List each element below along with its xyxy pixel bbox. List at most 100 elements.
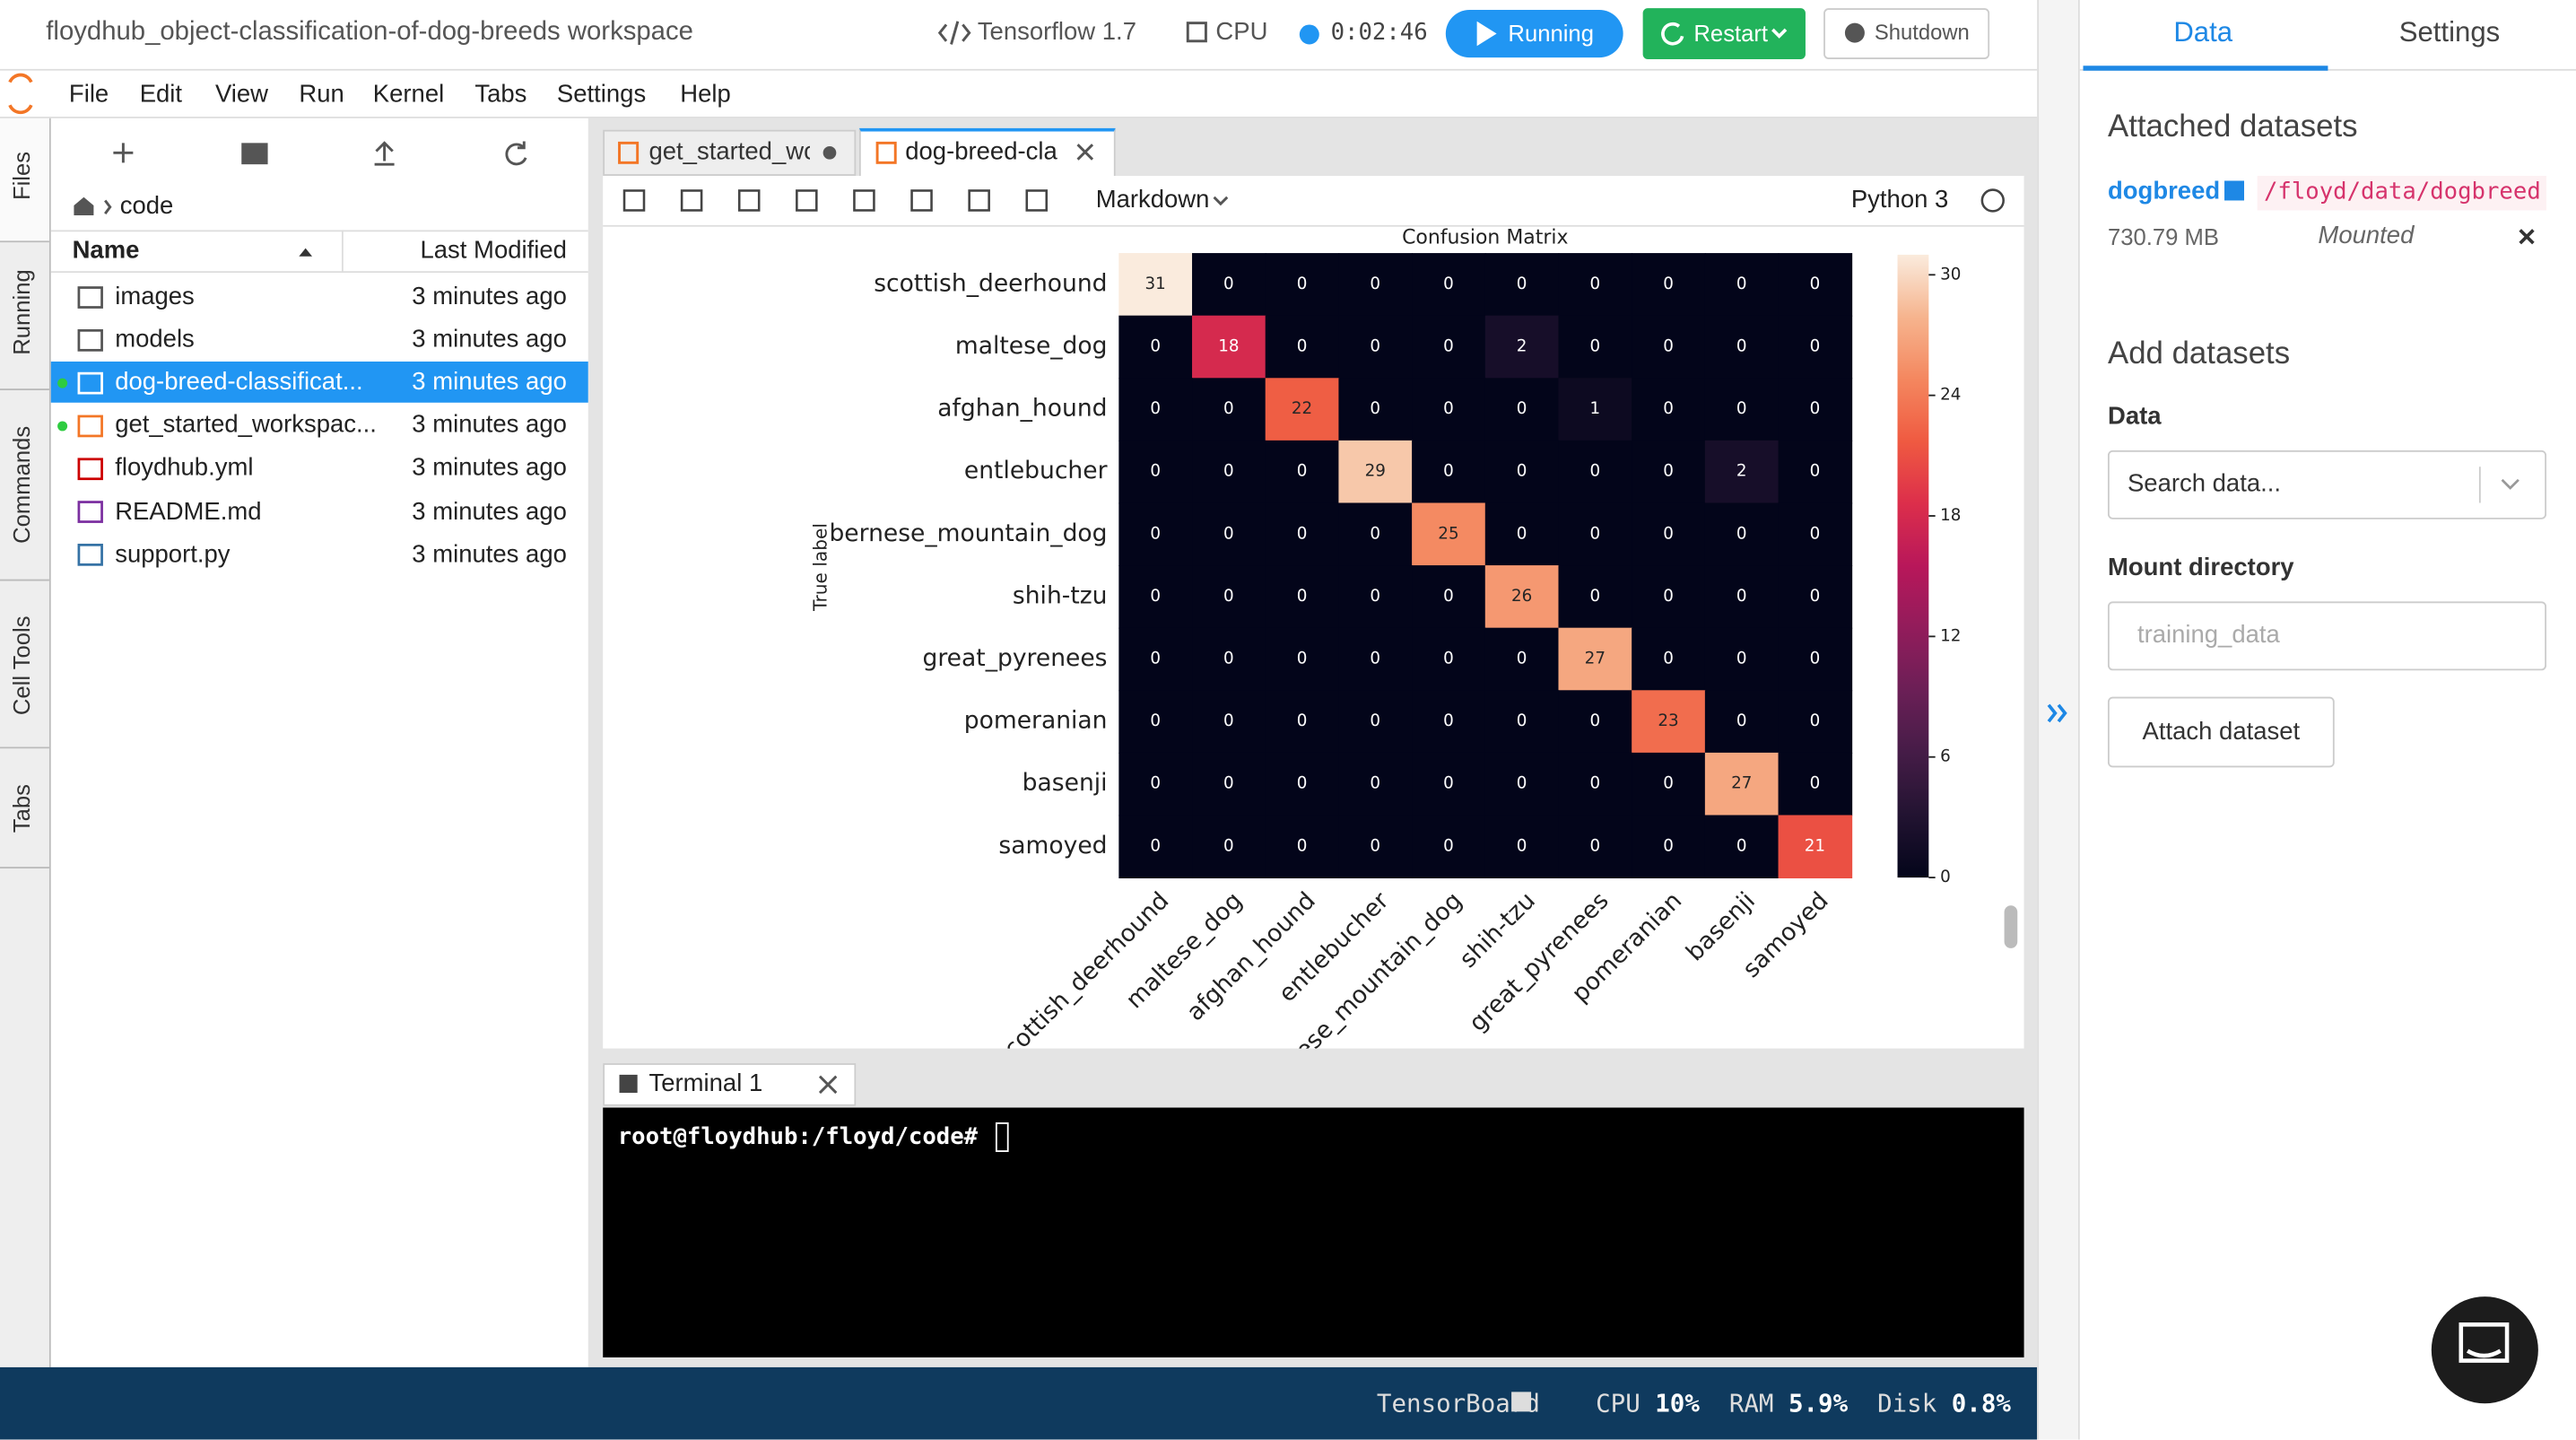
menu-item[interactable]: Run bbox=[299, 80, 344, 109]
menu-bar bbox=[0, 70, 2038, 118]
file-name[interactable]: models bbox=[115, 325, 195, 353]
file-name[interactable]: README.md bbox=[115, 497, 262, 526]
kernel-name: Python 3 bbox=[1850, 185, 1949, 214]
file-name[interactable]: support.py bbox=[115, 539, 231, 568]
mount-input[interactable] bbox=[2107, 601, 2547, 671]
file-name[interactable]: get_started_workspac... bbox=[115, 411, 377, 440]
heatmap-cell bbox=[1192, 253, 1266, 317]
cell-value: 0 bbox=[1150, 649, 1161, 668]
cell-type[interactable]: Markdown bbox=[1095, 185, 1210, 214]
heatmap-cell bbox=[1412, 627, 1486, 692]
file-modified[interactable]: 3 minutes ago bbox=[412, 411, 567, 440]
cell-value: 0 bbox=[1370, 336, 1380, 355]
attach-label[interactable]: Attach dataset bbox=[2142, 718, 2301, 746]
heatmap-cell bbox=[1412, 690, 1486, 754]
dataset-name[interactable]: dogbreed bbox=[2107, 177, 2221, 205]
file-name[interactable]: images bbox=[115, 283, 195, 311]
menu-item[interactable]: Settings bbox=[556, 80, 647, 109]
heatmap-cell bbox=[1632, 315, 1706, 380]
heatmap-cell bbox=[1118, 315, 1193, 380]
mount-placeholder[interactable]: training_data bbox=[2137, 621, 2280, 650]
timer: 0:02:46 bbox=[1330, 19, 1428, 47]
heatmap-cell bbox=[1338, 253, 1414, 317]
cell-value: 0 bbox=[1297, 836, 1308, 855]
heatmap-cell bbox=[1412, 378, 1486, 441]
environment: Tensorflow 1.7 bbox=[977, 18, 1136, 47]
heatmap-cell bbox=[1265, 253, 1340, 317]
panel-tab[interactable]: Settings bbox=[2398, 16, 2501, 48]
heatmap-cell bbox=[1118, 502, 1193, 566]
side-tab[interactable]: Running bbox=[8, 269, 35, 355]
notebook-tab-label[interactable]: get_started_wc bbox=[648, 137, 810, 166]
file-modified[interactable]: 3 minutes ago bbox=[412, 454, 567, 483]
terminal-tab[interactable] bbox=[603, 1063, 857, 1106]
file-row-selected[interactable] bbox=[50, 361, 588, 403]
side-tab[interactable]: Commands bbox=[8, 425, 35, 544]
side-tab[interactable]: Tabs bbox=[8, 784, 35, 833]
cell-value: 0 bbox=[1663, 399, 1674, 418]
menu-item[interactable]: Edit bbox=[139, 80, 183, 109]
file-modified[interactable]: 3 minutes ago bbox=[412, 497, 567, 526]
cell-value: 0 bbox=[1370, 399, 1380, 418]
side-tab[interactable]: Files bbox=[8, 151, 35, 201]
file-modified[interactable]: 3 minutes ago bbox=[412, 368, 567, 397]
heatmap-cell bbox=[1632, 440, 1706, 504]
restart-label[interactable]: Restart bbox=[1693, 19, 1769, 47]
heatmap-cell bbox=[1558, 690, 1633, 754]
heatmap-cell bbox=[1632, 815, 1706, 879]
cell-value: 0 bbox=[1663, 774, 1674, 793]
running-button[interactable] bbox=[1445, 9, 1623, 58]
heatmap-cell bbox=[1778, 815, 1853, 879]
file-name[interactable]: floydhub.yml bbox=[115, 454, 254, 483]
breadcrumb: code bbox=[119, 192, 174, 221]
running-label[interactable]: Running bbox=[1508, 19, 1594, 47]
search-box[interactable] bbox=[2107, 449, 2547, 519]
file-name[interactable]: dog-breed-classificat... bbox=[115, 368, 363, 397]
heatmap-cell bbox=[1778, 440, 1853, 504]
attach-button[interactable] bbox=[2107, 696, 2335, 768]
status-item[interactable]: TensorBoard bbox=[1377, 1387, 1566, 1420]
file-modified[interactable]: 3 minutes ago bbox=[412, 539, 567, 568]
menu-item[interactable]: Help bbox=[680, 80, 731, 109]
panel-tab[interactable]: Data bbox=[2173, 16, 2233, 48]
heatmap-cell bbox=[1558, 627, 1633, 692]
notebook-tab-active[interactable] bbox=[858, 127, 1116, 178]
cell-value: 0 bbox=[1517, 462, 1527, 481]
menu-item[interactable]: View bbox=[214, 80, 269, 109]
cell-value: 0 bbox=[1517, 774, 1527, 793]
notebook-tab-inactive[interactable] bbox=[603, 129, 857, 176]
colorbar-tick-label: 0 bbox=[1940, 868, 1951, 886]
menu-item[interactable]: Tabs bbox=[474, 80, 527, 109]
chat-button[interactable] bbox=[2431, 1296, 2538, 1404]
heatmap-cell bbox=[1118, 815, 1193, 879]
cell-value: 0 bbox=[1370, 587, 1380, 606]
terminal-prompt: root@floydhub:/floyd/code# bbox=[617, 1123, 979, 1151]
column-label: afghan_hound bbox=[1181, 886, 1321, 1026]
cell-value: 0 bbox=[1297, 462, 1308, 481]
status-item: RAM 5.9% bbox=[1729, 1387, 1848, 1420]
cell-value: 0 bbox=[1150, 711, 1161, 730]
shutdown-button[interactable] bbox=[1823, 8, 1990, 59]
heatmap-cell bbox=[1704, 815, 1780, 879]
dataset-path-bg bbox=[2257, 175, 2547, 211]
file-modified[interactable]: 3 minutes ago bbox=[412, 283, 567, 311]
column-header[interactable]: Name bbox=[72, 236, 140, 265]
file-modified[interactable]: 3 minutes ago bbox=[412, 325, 567, 353]
shutdown-label[interactable]: Shutdown bbox=[1874, 19, 1970, 45]
side-tab[interactable]: Cell Tools bbox=[8, 615, 35, 716]
search-placeholder[interactable]: Search data... bbox=[2127, 469, 2282, 498]
heatmap-cell bbox=[1704, 502, 1780, 566]
column-header[interactable]: Last Modified bbox=[420, 236, 567, 265]
cell-value: 0 bbox=[1223, 711, 1234, 730]
heatmap-cell bbox=[1118, 690, 1193, 754]
y-axis-label: True label bbox=[809, 523, 831, 612]
row-label: shih-tzu bbox=[1013, 581, 1108, 609]
colorbar-tick-label: 12 bbox=[1940, 626, 1961, 645]
menu-item[interactable]: Kernel bbox=[372, 80, 445, 109]
heatmap-cell bbox=[1484, 690, 1560, 754]
panel-separator[interactable] bbox=[2037, 0, 2080, 1440]
menu-item[interactable]: File bbox=[68, 80, 109, 109]
notebook-tab-label[interactable]: dog-breed-cla bbox=[905, 137, 1057, 166]
terminal-tab-label[interactable]: Terminal 1 bbox=[648, 1069, 763, 1098]
row-label: basenji bbox=[1023, 769, 1108, 797]
